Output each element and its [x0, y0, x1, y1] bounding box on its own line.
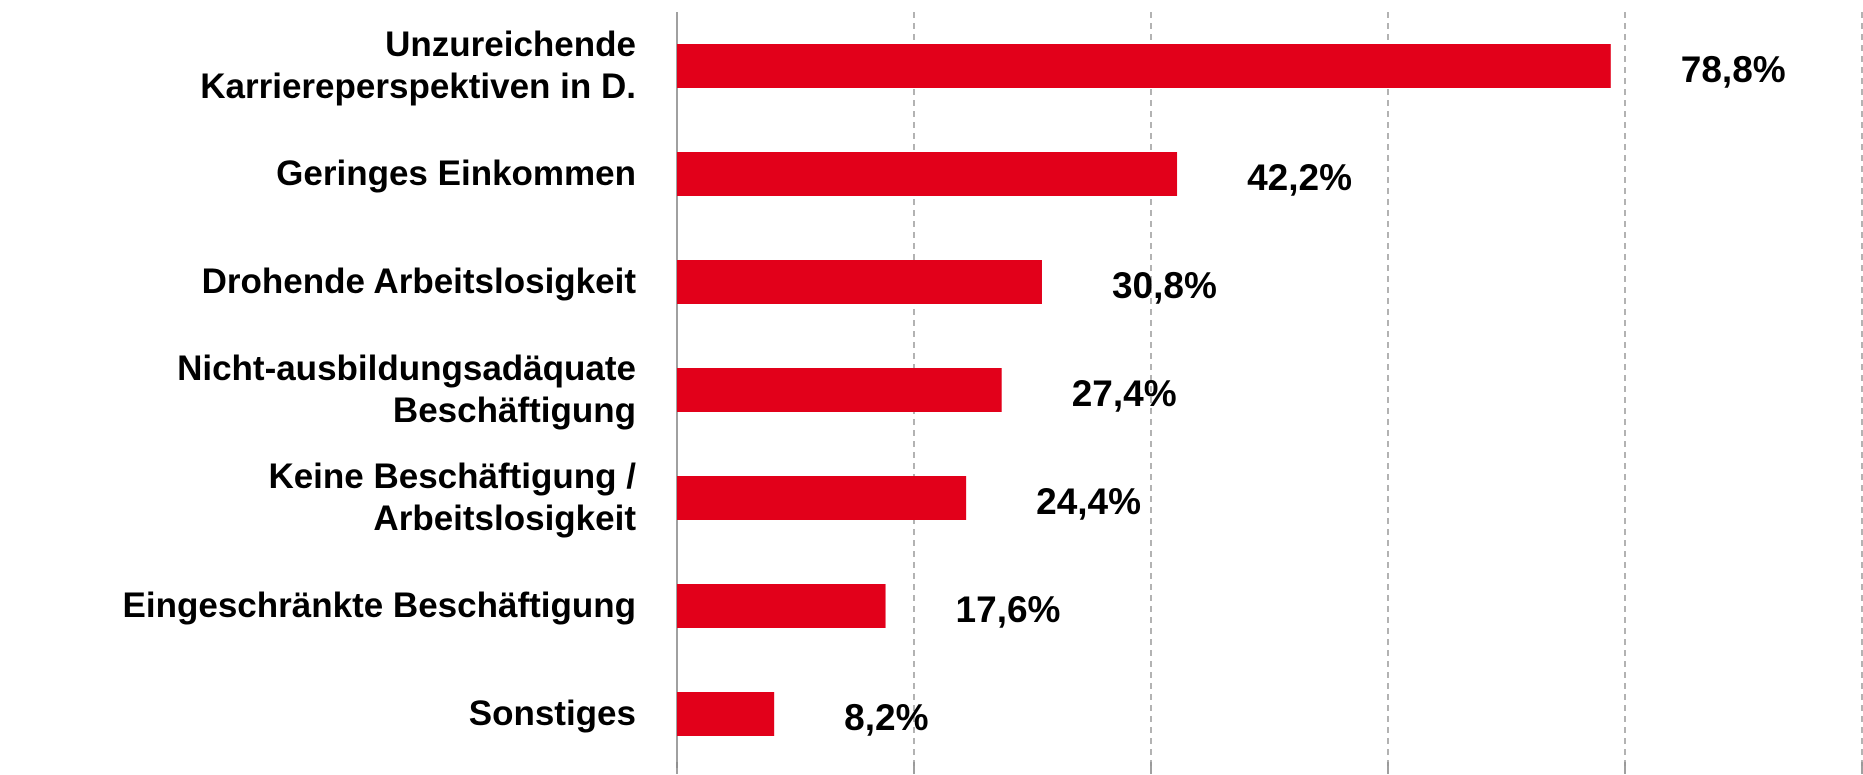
data-label: 42,2% [1247, 157, 1352, 198]
data-label: 24,4% [1036, 481, 1141, 522]
category-label: Keine Beschäftigung / Arbeitslosigkeit [268, 457, 636, 538]
bar [677, 476, 967, 520]
bar [677, 692, 775, 736]
bar [677, 584, 886, 628]
bar [677, 368, 1002, 412]
category-label: Sonstiges [468, 694, 636, 733]
data-label: 78,8% [1681, 49, 1786, 90]
data-label: 17,6% [956, 589, 1061, 630]
category-label: Unzureichende Karriereperspektiven in D. [200, 25, 636, 106]
category-label: Nicht-ausbildungsadäquate Beschäftigung [177, 349, 636, 430]
category-label: Eingeschränkte Beschäftigung [122, 586, 636, 625]
data-label: 30,8% [1112, 265, 1217, 306]
bar [677, 152, 1178, 196]
bar [677, 44, 1611, 88]
data-label: 8,2% [844, 697, 928, 738]
category-label: Drohende Arbeitslosigkeit [201, 262, 636, 301]
bar [677, 260, 1042, 304]
data-label: 27,4% [1072, 373, 1177, 414]
category-label: Geringes Einkommen [276, 154, 636, 193]
